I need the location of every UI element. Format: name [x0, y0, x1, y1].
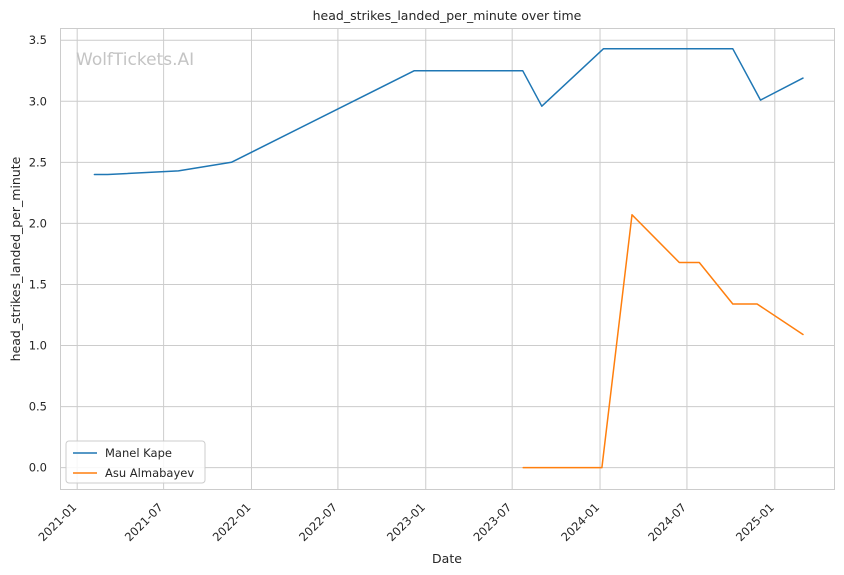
y-tick-label: 0.5	[29, 400, 47, 414]
y-tick-label: 2.0	[29, 216, 47, 230]
legend-box	[65, 440, 206, 484]
y-tick-label: 2.5	[29, 155, 47, 169]
series-line-asu-almabayev	[522, 214, 804, 469]
plot-frame	[60, 28, 835, 490]
watermark-group: WolfTickets.AI	[76, 50, 194, 70]
legend: Manel Kape Asu Almabayev	[65, 440, 206, 484]
series-line-manel-kape	[93, 48, 804, 176]
legend-label: Asu Almabayev	[105, 466, 194, 480]
y-tick-label: 1.5	[29, 277, 47, 291]
y-tick-label: 3.5	[29, 33, 47, 47]
grid-lines	[60, 28, 834, 489]
y-tick-label: 0.0	[29, 461, 47, 475]
x-axis-label: Date	[432, 551, 462, 566]
y-tick-labels: 0.0 0.5 1.0 1.5 2.0 2.5 3.0 3.5	[29, 33, 47, 474]
chart-title: head_strikes_landed_per_minute over time	[313, 8, 582, 23]
legend-label: Manel Kape	[105, 446, 172, 460]
watermark: WolfTickets.AI	[76, 50, 194, 70]
series-group	[93, 48, 804, 469]
y-tick-label: 1.0	[29, 339, 47, 353]
y-tick-label: 3.0	[29, 94, 47, 108]
y-axis-label: head_strikes_landed_per_minute	[8, 156, 23, 361]
